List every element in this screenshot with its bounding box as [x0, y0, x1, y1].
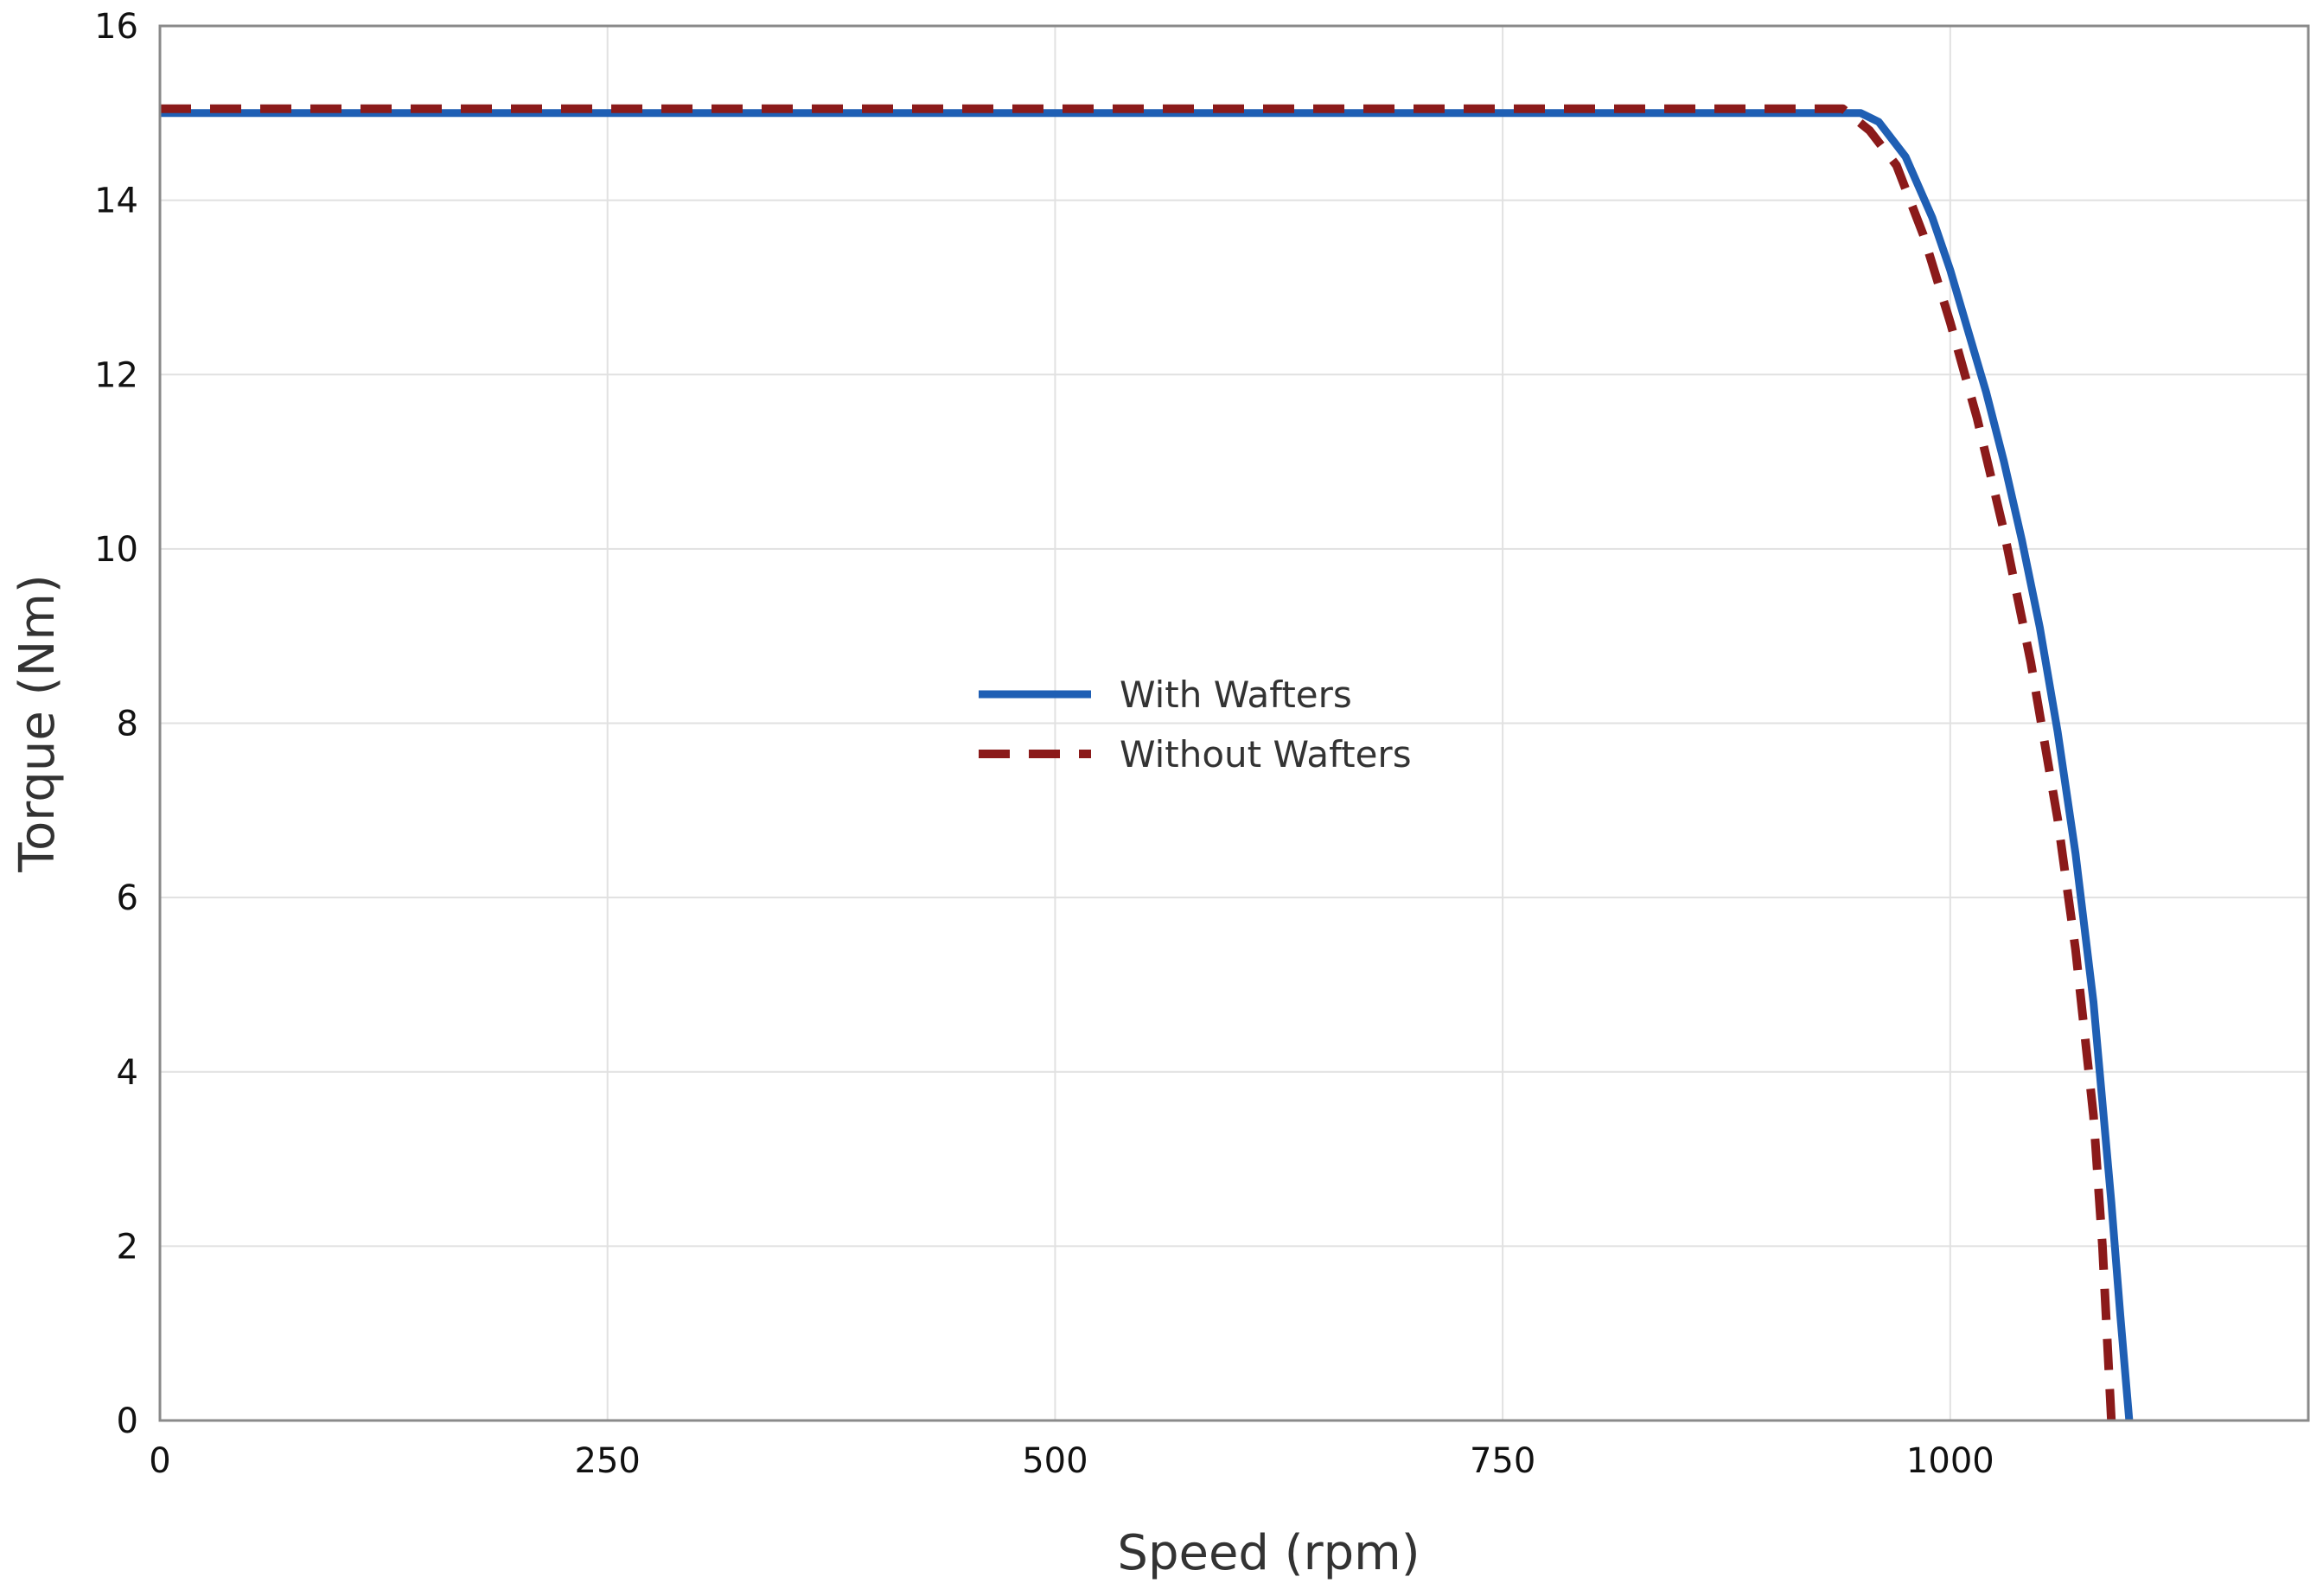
y-tick-label: 8	[117, 705, 138, 744]
y-axis-title: Torque (Nm)	[10, 574, 66, 872]
x-axis-title: Speed (rpm)	[1117, 1525, 1420, 1581]
series-line-with-wafters	[160, 109, 2134, 1421]
y-tick-label: 10	[94, 530, 138, 570]
y-tick-label: 4	[117, 1053, 138, 1093]
grid-lines	[159, 25, 2308, 1421]
legend: With Wafters Without Wafters	[979, 674, 1412, 776]
y-tick-label: 12	[94, 355, 138, 395]
y-tick-label: 6	[117, 878, 138, 918]
x-tick-label: 250	[575, 1441, 641, 1481]
legend-label-with-wafters: With Wafters	[1120, 674, 1352, 716]
y-tick-label: 2	[117, 1227, 138, 1267]
y-tick-label: 14	[94, 182, 138, 221]
series-line-without-wafters	[160, 104, 2116, 1421]
plot-frame	[158, 24, 2310, 1422]
series-lines	[160, 104, 2134, 1421]
legend-label-without-wafters: Without Wafters	[1120, 733, 1412, 776]
x-tick-label: 0	[149, 1441, 170, 1481]
y-tick-label: 0	[117, 1401, 138, 1441]
y-tick-label: 16	[94, 7, 138, 47]
x-tick-label: 750	[1470, 1441, 1535, 1481]
x-tick-label: 1000	[1906, 1441, 1994, 1481]
tick-labels: 0 250 500 750 1000 0 2 4 6 8 10 12 14 16	[94, 7, 1994, 1481]
x-tick-label: 500	[1022, 1441, 1088, 1481]
